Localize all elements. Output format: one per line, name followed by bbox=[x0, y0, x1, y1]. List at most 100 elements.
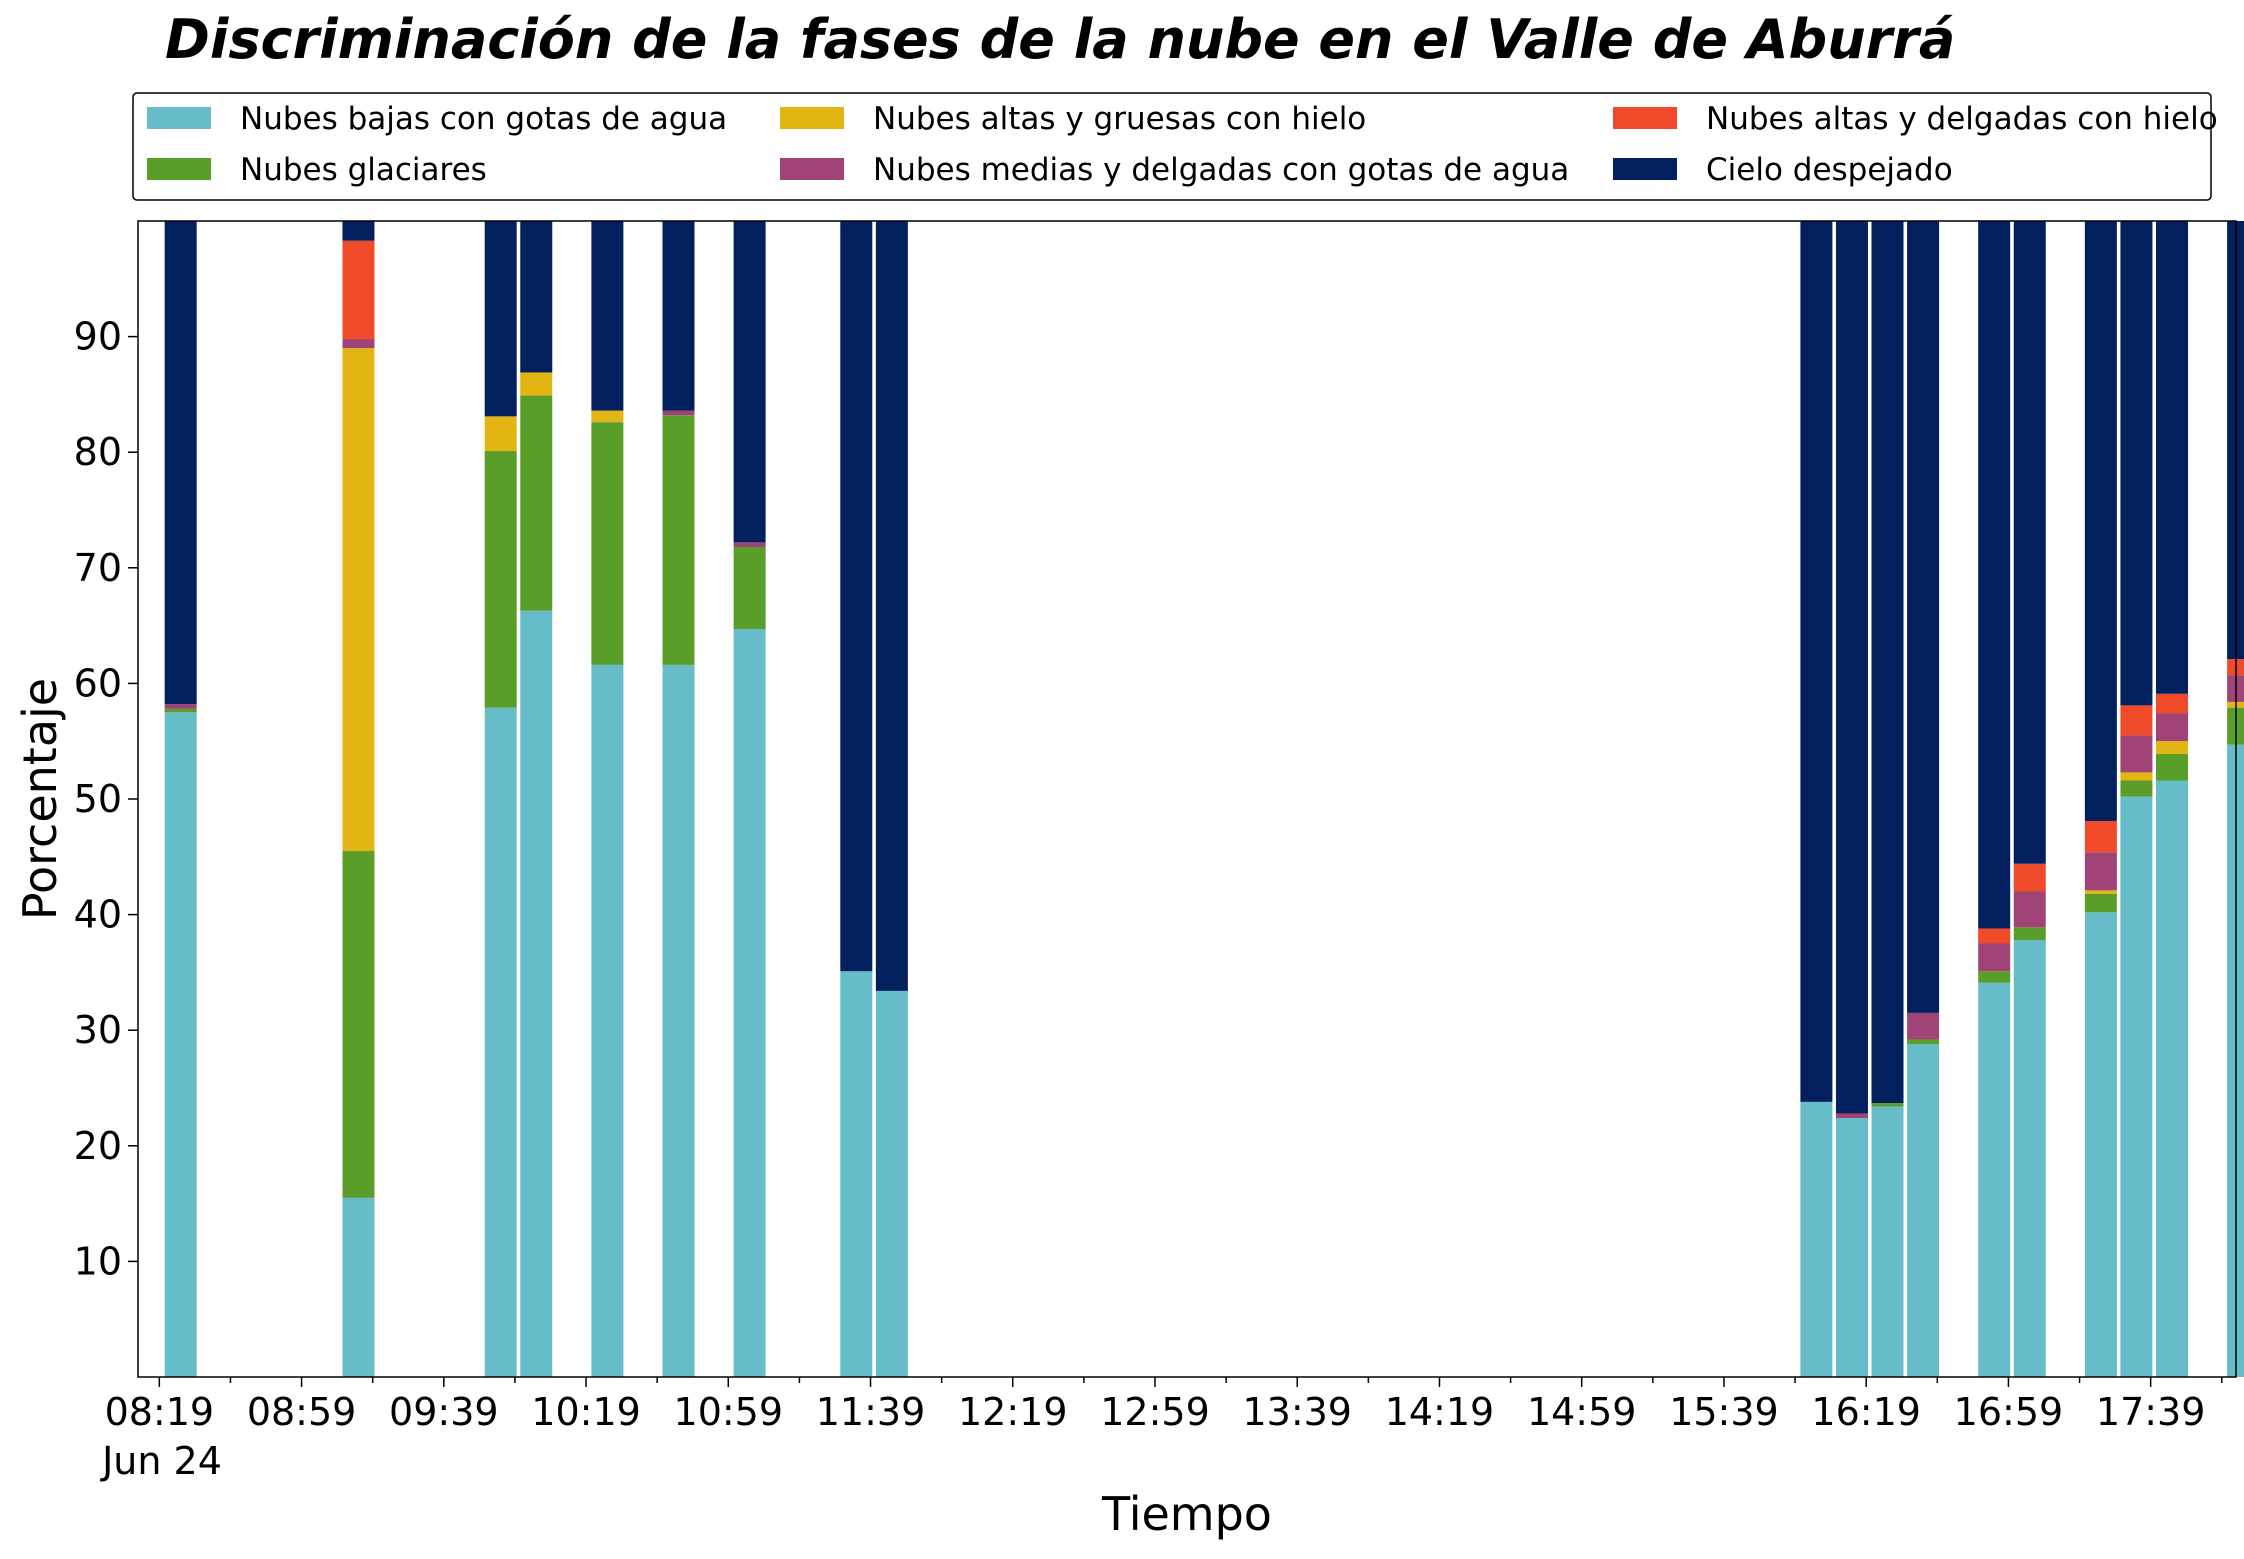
bar-segment bbox=[2013, 940, 2046, 1377]
legend-label: Cielo despejado bbox=[1706, 152, 1953, 188]
bar-segment bbox=[2120, 735, 2153, 773]
x-tick-label: 10:19 bbox=[531, 1390, 641, 1434]
bar-segment bbox=[1871, 221, 1904, 1104]
legend-label: Nubes altas y gruesas con hielo bbox=[873, 101, 1366, 137]
bar-segment bbox=[2084, 221, 2117, 821]
bar-segment bbox=[520, 610, 553, 1377]
bar-segment bbox=[342, 240, 375, 339]
y-axis-label: Porcentaje bbox=[13, 678, 67, 920]
legend-swatch bbox=[780, 158, 844, 180]
bar-segment bbox=[2155, 780, 2188, 1377]
bar-segment bbox=[591, 410, 624, 423]
bar-segment bbox=[1871, 1106, 1904, 1377]
legend-swatch bbox=[780, 107, 844, 129]
bar-segment bbox=[342, 1197, 375, 1377]
bar-segment bbox=[342, 338, 375, 349]
bar-segment bbox=[520, 395, 553, 611]
y-tick-label: 70 bbox=[74, 546, 122, 590]
bar-segment bbox=[2120, 705, 2153, 736]
bar-segment bbox=[484, 221, 517, 417]
bar-segment bbox=[2013, 863, 2046, 892]
bar-segment bbox=[2084, 852, 2117, 891]
bars-group bbox=[164, 221, 2244, 1377]
bar-segment bbox=[591, 422, 624, 665]
legend-swatch bbox=[147, 107, 211, 129]
bar-segment bbox=[2155, 753, 2188, 781]
y-tick-label: 60 bbox=[74, 661, 122, 705]
bar-segment bbox=[164, 712, 197, 1377]
bar-segment bbox=[484, 707, 517, 1377]
y-tick-label: 90 bbox=[74, 315, 122, 359]
x-axis: Jun 24 08:19 08:59 09:39 10:19 10:59 11:39 12:… bbox=[100, 1377, 2223, 1483]
bar-segment bbox=[2084, 912, 2117, 1377]
y-tick-label: 10 bbox=[74, 1239, 122, 1283]
bar-segment bbox=[1978, 221, 2011, 929]
bar-segment bbox=[520, 221, 553, 373]
legend-label: Nubes glaciares bbox=[240, 152, 487, 188]
x-date-label: Jun 24 bbox=[100, 1439, 222, 1483]
bar-segment bbox=[2084, 890, 2117, 894]
bar-segment bbox=[484, 451, 517, 708]
bar-segment bbox=[1907, 1044, 1940, 1377]
bar-segment bbox=[2013, 927, 2046, 941]
x-tick-label: 16:19 bbox=[1811, 1390, 1921, 1434]
bar-segment bbox=[875, 990, 908, 1377]
bar-segment bbox=[1800, 1101, 1833, 1377]
bar-segment bbox=[2120, 221, 2153, 706]
legend-frame bbox=[132, 92, 2212, 201]
bar-segment bbox=[2120, 780, 2153, 797]
bar-segment bbox=[733, 221, 766, 543]
x-tick-label: 16:59 bbox=[1954, 1390, 2064, 1434]
bar-segment bbox=[591, 664, 624, 1377]
bar-segment bbox=[164, 221, 197, 705]
bar-segment bbox=[2084, 820, 2117, 853]
x-tick-label: 11:39 bbox=[816, 1390, 926, 1434]
legend-label: Nubes medias y delgadas con gotas de agu… bbox=[873, 152, 1569, 188]
bar-segment bbox=[1835, 1118, 1868, 1377]
x-tick-label: 14:19 bbox=[1385, 1390, 1495, 1434]
x-tick-label: 13:39 bbox=[1242, 1390, 1352, 1434]
x-tick-label: 17:39 bbox=[2096, 1390, 2206, 1434]
y-tick-label: 20 bbox=[74, 1124, 122, 1168]
bar-segment bbox=[342, 851, 375, 1198]
bar-segment bbox=[840, 221, 873, 972]
y-tick-label: 40 bbox=[74, 893, 122, 937]
x-tick-label: 08:19 bbox=[105, 1390, 215, 1434]
bar-segment bbox=[733, 546, 766, 630]
y-tick-label: 50 bbox=[74, 777, 122, 821]
bar-segment bbox=[662, 221, 695, 411]
x-tick-label: 12:19 bbox=[958, 1390, 1068, 1434]
bar-segment bbox=[733, 629, 766, 1377]
bar-segment bbox=[164, 704, 197, 709]
bar-segment bbox=[1800, 221, 1833, 1102]
bar-segment bbox=[2155, 221, 2188, 694]
bar-segment bbox=[1907, 221, 1940, 1013]
bar-segment bbox=[2013, 221, 2046, 864]
bar-segment bbox=[1978, 928, 2011, 944]
bar-segment bbox=[1835, 1113, 1868, 1119]
bar-segment bbox=[662, 664, 695, 1377]
bar-segment bbox=[662, 410, 695, 416]
bar-segment bbox=[342, 221, 375, 241]
legend-swatch bbox=[1613, 107, 1677, 129]
bar-segment bbox=[342, 348, 375, 852]
bar-segment bbox=[662, 415, 695, 665]
legend: Nubes bajas con gotas de agua Nubes glaci… bbox=[132, 92, 2218, 201]
x-tick-label: 14:59 bbox=[1527, 1390, 1637, 1434]
bar-segment bbox=[2155, 693, 2188, 714]
y-tick-label: 80 bbox=[74, 430, 122, 474]
bar-segment bbox=[1978, 982, 2011, 1377]
bar-segment bbox=[1978, 971, 2011, 983]
bar-segment bbox=[1871, 1103, 1904, 1107]
x-tick-label: 08:59 bbox=[247, 1390, 357, 1434]
x-tick-label: 12:59 bbox=[1100, 1390, 1210, 1434]
bar-segment bbox=[1907, 1039, 1940, 1045]
x-axis-label: Tiempo bbox=[1101, 1487, 1272, 1541]
bar-segment bbox=[875, 221, 908, 991]
y-axis: 10 20 30 40 50 60 70 80 90 bbox=[74, 315, 138, 1283]
x-tick-label: 15:39 bbox=[1669, 1390, 1779, 1434]
bar-segment bbox=[2155, 713, 2188, 742]
bar-segment bbox=[484, 416, 517, 452]
x-tick-label: 09:39 bbox=[389, 1390, 499, 1434]
